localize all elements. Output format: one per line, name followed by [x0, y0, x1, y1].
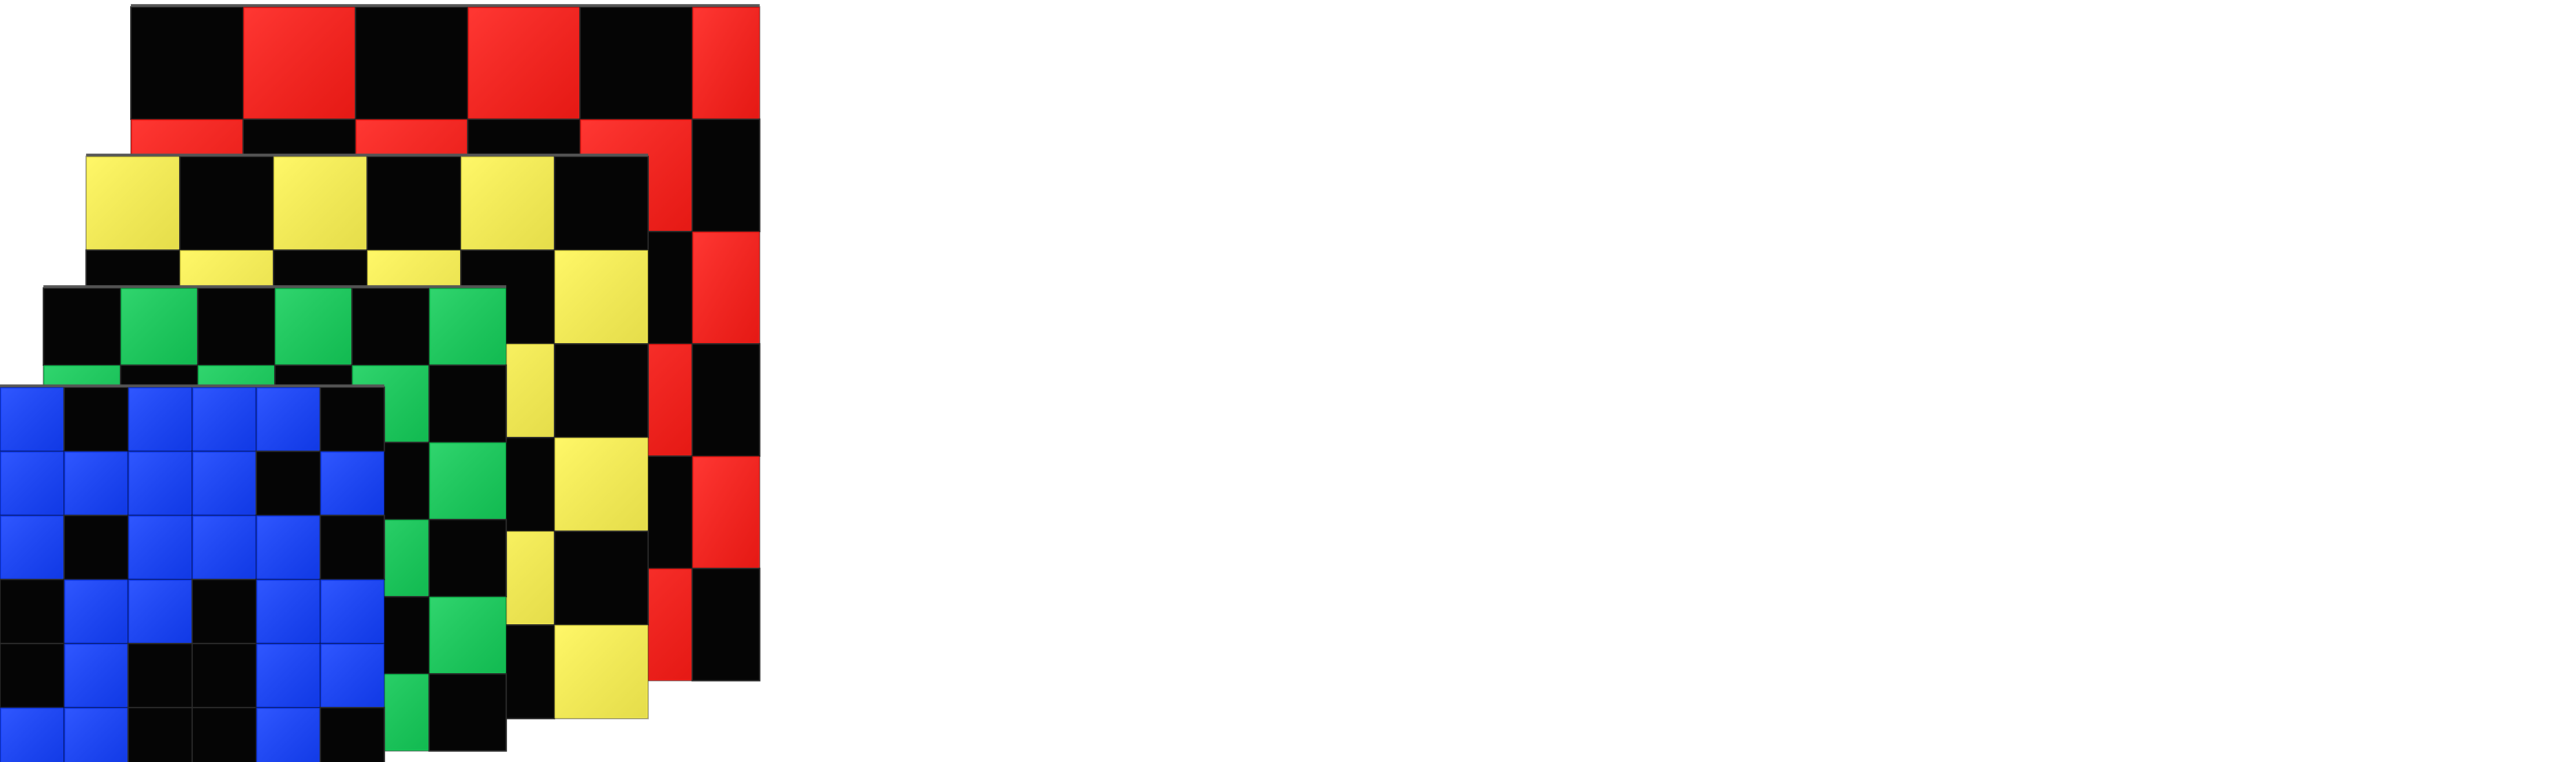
blue-layer-cell-shade [258, 517, 319, 578]
yellow-layer-cell [554, 531, 649, 626]
blue-layer-cell-shade [1, 517, 63, 578]
green-layer-cell [43, 287, 121, 366]
green-layer-cell-shade [430, 289, 505, 364]
blue-layer-cell [0, 579, 65, 644]
blue-layer-cell-shade [194, 453, 255, 514]
yellow-layer-cell-shade [556, 251, 647, 342]
green-layer-cell-shade [430, 598, 505, 672]
red-layer-cell [355, 6, 468, 120]
yellow-layer-cell [179, 156, 274, 251]
blue-layer-cell [191, 579, 257, 644]
blue-layer-cell-shade [194, 389, 255, 450]
blue-layer-cell [127, 643, 193, 708]
red-layer-cell-shade [469, 8, 579, 118]
blue-layer-cell [191, 643, 257, 708]
yellow-layer-cell-shade [275, 158, 366, 249]
blue-layer-cell-shade [258, 645, 319, 706]
blue-layer-cell-shade [65, 709, 127, 762]
blue-layer-cell [63, 387, 129, 452]
blue-layer-cell-shade [1, 453, 63, 514]
green-layer-cell-shade [276, 289, 351, 364]
green-layer-cell [428, 364, 507, 443]
yellow-layer-top-edge [86, 154, 648, 156]
blue-layer-top-edge [0, 384, 384, 387]
blue-layer-cell-shade [322, 581, 383, 642]
yellow-layer-cell [554, 343, 649, 438]
blue-layer-cell-shade [65, 453, 127, 514]
red-layer-cell [130, 6, 244, 120]
green-layer-cell [428, 673, 507, 752]
green-layer-cell-shade [122, 289, 196, 364]
red-layer-cell [579, 6, 693, 120]
red-layer-cell [692, 568, 760, 681]
blue-layer-cell-shade [1, 389, 63, 450]
blue-layer-cell-shade [129, 453, 191, 514]
blue-layer-cell [320, 515, 385, 580]
green-layer-top-edge [43, 285, 506, 288]
blue-layer-cell-shade [1, 709, 63, 762]
red-layer-cell [692, 343, 760, 457]
green-layer-cell [197, 287, 276, 366]
blue-layer-cell [256, 451, 321, 516]
green-layer-cell [351, 287, 430, 366]
blue-layer-cell [63, 515, 129, 580]
blue-layer-cell-shade [322, 645, 383, 706]
yellow-layer-cell [554, 156, 649, 251]
blue-layer-cell-shade [65, 645, 127, 706]
blue-layer-cell [0, 643, 65, 708]
yellow-layer-cell-shade [556, 439, 647, 530]
blue-layer-cell [320, 387, 385, 452]
layers-root [0, 4, 760, 762]
yellow-layer-cell-shade [462, 158, 553, 249]
red-layer-cell-shade [245, 8, 354, 118]
green-layer-cell-shade [430, 444, 505, 518]
green-layer-cell [428, 519, 507, 597]
yellow-layer-cell [366, 156, 461, 251]
blue-layer-cell [191, 707, 257, 762]
blue-layer-cell-shade [258, 709, 319, 762]
blue-layer-cell [320, 707, 385, 762]
blue-layer-cell-shade [129, 581, 191, 642]
blue-layer-cell-shade [258, 581, 319, 642]
yellow-layer-cell-shade [87, 158, 178, 249]
blue-layer-cell-shade [258, 389, 319, 450]
blue-layer-cell-shade [194, 517, 255, 578]
blue-layer-cell-shade [129, 517, 191, 578]
red-layer-cell [692, 119, 760, 232]
blue-layer-cell-shade [65, 581, 127, 642]
red-layer-cell-shade [694, 457, 758, 567]
blue-layer-cell [127, 707, 193, 762]
blue-layer-cell-shade [322, 453, 383, 514]
red-layer-cell-shade [694, 233, 758, 342]
red-layer-top-edge [131, 4, 760, 7]
blue-layer-cell-shade [129, 389, 191, 450]
red-layer-cell-shade [694, 8, 758, 118]
yellow-layer-cell-shade [556, 626, 647, 717]
blue-layer [0, 384, 385, 762]
